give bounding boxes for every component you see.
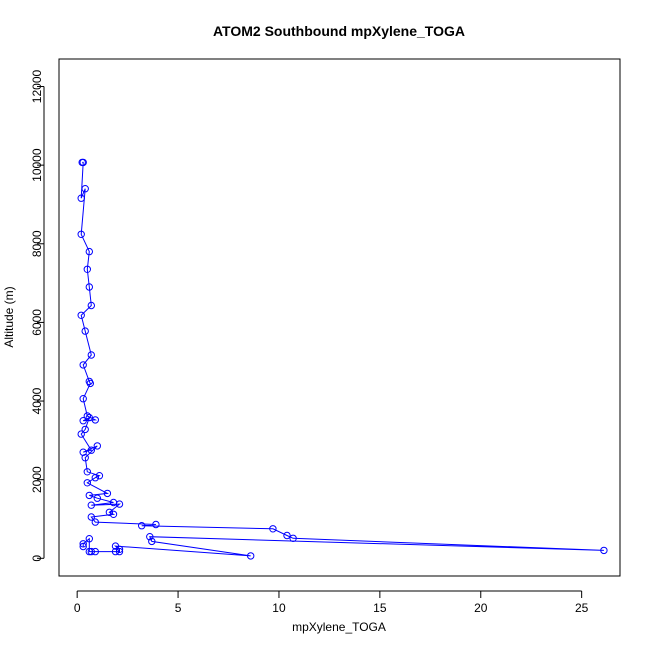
y-axis-label: Altitude (m) — [2, 286, 16, 347]
data-point — [91, 518, 100, 526]
y-tick-label: 4000 — [30, 387, 44, 414]
y-tick-label: 0 — [30, 555, 44, 562]
x-tick-label: 10 — [272, 601, 286, 615]
data-point — [83, 265, 92, 273]
data-point — [85, 247, 94, 256]
data-point — [87, 547, 96, 556]
data-point — [111, 547, 120, 556]
data-point — [138, 522, 146, 530]
data-point — [85, 413, 94, 422]
x-tick-label: 5 — [175, 601, 182, 615]
data-point — [247, 552, 255, 560]
series-layer — [77, 158, 608, 560]
data-point — [79, 540, 87, 548]
data-point — [148, 537, 156, 546]
data-point — [77, 230, 85, 239]
data-point — [283, 531, 291, 540]
data-point — [85, 547, 94, 556]
y-tick-label: 10000 — [30, 148, 44, 182]
x-tick-label: 20 — [474, 601, 488, 615]
y-tick-label: 12000 — [30, 70, 44, 104]
data-point — [105, 508, 114, 516]
data-point — [87, 351, 96, 359]
y-tick-label: 8000 — [30, 230, 44, 257]
data-point — [83, 479, 92, 487]
data-point — [81, 454, 89, 462]
data-point — [95, 472, 104, 480]
data-point — [269, 525, 277, 533]
data-point — [81, 425, 89, 434]
data-point — [81, 327, 89, 335]
data-point — [87, 501, 96, 509]
data-point — [600, 546, 608, 555]
data-point — [85, 535, 94, 543]
y-tick-label: 2000 — [30, 466, 44, 493]
data-point — [85, 283, 94, 291]
data-point — [87, 446, 96, 454]
data-point — [83, 468, 92, 476]
data-point — [79, 417, 87, 425]
chart-title: ATOM2 Southbound mpXylene_TOGA — [213, 23, 465, 39]
series-line — [80, 161, 604, 557]
y-tick-label: 6000 — [30, 309, 44, 336]
data-point — [152, 520, 160, 529]
x-tick-label: 25 — [575, 601, 589, 615]
data-point — [93, 494, 102, 502]
data-point — [77, 311, 85, 319]
data-point — [79, 158, 87, 167]
data-point — [115, 500, 124, 508]
plot-area — [58, 58, 621, 577]
x-tick-label: 0 — [74, 601, 81, 615]
data-point — [77, 430, 85, 438]
data-point — [79, 395, 87, 403]
data-point — [87, 513, 96, 521]
data-point — [79, 361, 87, 369]
data-point — [79, 542, 87, 551]
data-point — [83, 412, 92, 420]
data-point — [87, 301, 96, 310]
x-tick-label: 15 — [373, 601, 387, 615]
data-point — [289, 534, 297, 542]
data-point — [146, 533, 154, 541]
y-axis: 0 2000 4000 6000 8000 10000 12000 — [30, 70, 45, 562]
data-point — [81, 185, 89, 193]
x-axis-label: mpXylene_TOGA — [292, 620, 386, 634]
data-point — [85, 491, 94, 500]
data-point — [86, 379, 95, 388]
data-point — [103, 489, 112, 498]
data-point — [115, 545, 124, 553]
data-point — [91, 474, 100, 482]
x-axis: 0 5 10 15 20 25 — [74, 590, 589, 615]
data-point — [93, 442, 102, 450]
data-point — [115, 547, 124, 556]
data-point — [109, 510, 118, 518]
data-point — [77, 194, 85, 202]
